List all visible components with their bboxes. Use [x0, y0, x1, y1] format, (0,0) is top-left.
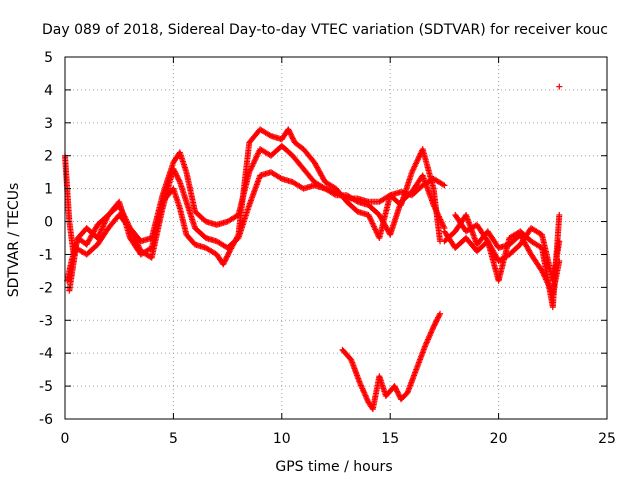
data-point	[395, 390, 402, 397]
data-point	[176, 177, 183, 184]
y-tick-label: 0	[44, 215, 53, 231]
data-point	[289, 135, 296, 142]
x-axis-title: GPS time / hours	[275, 459, 392, 475]
data-point	[431, 322, 438, 329]
data-point	[433, 317, 440, 324]
x-tick-label: 20	[490, 431, 508, 447]
data-point	[556, 83, 563, 90]
data-point	[556, 258, 563, 265]
data-point	[285, 126, 292, 133]
axis-ticks: 0 5 10 15 20 25 -6 -5 -4 -3 -2 -1 0 1 2 3 4 5	[39, 50, 616, 447]
series-outlier	[556, 83, 563, 90]
data-point	[266, 132, 273, 139]
data-point	[396, 392, 403, 399]
data-point	[556, 211, 563, 218]
x-tick-label: 10	[273, 431, 291, 447]
data-point	[223, 254, 230, 261]
y-tick-label: -4	[39, 346, 53, 362]
series-trace-low	[339, 310, 444, 413]
data-point	[430, 323, 437, 330]
data-point	[222, 256, 229, 263]
data-point	[224, 252, 231, 259]
data-point	[171, 168, 178, 175]
data-point	[277, 174, 284, 181]
data-point	[392, 385, 399, 392]
data-point	[174, 175, 181, 182]
plot-frame	[64, 56, 608, 420]
y-tick-label: -6	[39, 412, 53, 428]
y-tick-label: -2	[39, 280, 53, 296]
data-point	[433, 318, 440, 325]
data-point	[392, 384, 399, 391]
y-tick-label: 5	[44, 50, 53, 66]
data-point	[172, 169, 179, 176]
data-point	[170, 165, 177, 172]
data-point	[173, 172, 180, 179]
y-tick-label: 2	[44, 149, 53, 165]
y-tick-label: -1	[39, 247, 53, 263]
data-point	[220, 260, 227, 267]
chart-title: Day 089 of 2018, Sidereal Day-to-day VTE…	[42, 22, 608, 38]
data-point	[287, 131, 294, 138]
data-point	[222, 257, 229, 264]
data-point	[221, 258, 228, 265]
data-point	[435, 314, 442, 321]
data-point	[440, 181, 447, 188]
x-tick-label: 25	[598, 431, 616, 447]
data-point	[173, 171, 180, 178]
data-point	[285, 127, 292, 134]
data-point	[175, 176, 182, 183]
y-tick-label: 3	[44, 116, 53, 132]
data-point	[391, 383, 398, 390]
data-point	[225, 250, 232, 257]
x-tick-label: 15	[381, 431, 399, 447]
y-axis-title: SDTVAR / TECUs	[6, 183, 22, 298]
data-point	[435, 313, 442, 320]
data-point	[437, 310, 444, 317]
y-tick-label: 1	[44, 182, 53, 198]
data-point	[342, 194, 349, 201]
data-point	[556, 238, 563, 245]
data-point	[385, 193, 392, 200]
data-point	[393, 387, 400, 394]
y-tick-label: 4	[44, 83, 53, 99]
data-point	[431, 321, 438, 328]
data-point	[441, 182, 448, 189]
data-point	[432, 319, 439, 326]
series-trace-f	[441, 211, 563, 297]
data-point	[289, 134, 296, 141]
y-tick-label: -3	[39, 313, 53, 329]
data-points	[62, 83, 563, 413]
data-point	[220, 261, 227, 268]
grid	[65, 57, 607, 419]
data-point	[171, 167, 178, 174]
data-point	[288, 132, 295, 139]
data-point	[434, 315, 441, 322]
data-point	[394, 388, 401, 395]
data-point	[290, 136, 297, 143]
data-point	[394, 389, 401, 396]
x-tick-label: 5	[169, 431, 178, 447]
data-point	[174, 173, 181, 180]
data-point	[224, 253, 231, 260]
data-point	[286, 129, 293, 136]
x-tick-label: 0	[61, 431, 70, 447]
data-point	[436, 312, 443, 319]
data-point	[287, 130, 294, 137]
y-tick-label: -5	[39, 379, 53, 395]
data-point	[226, 249, 233, 256]
series-trace-b	[64, 142, 448, 284]
series-trace-c	[66, 165, 448, 294]
